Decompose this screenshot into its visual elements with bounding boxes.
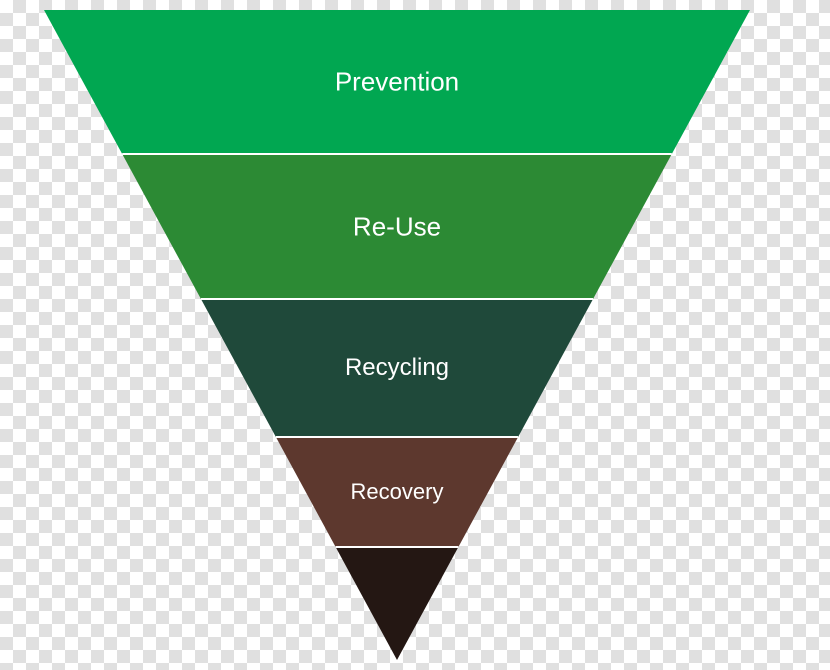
- funnel-layer-4: [336, 547, 459, 660]
- funnel-layer-label-1: Re-Use: [353, 211, 441, 242]
- waste-hierarchy-funnel: [0, 0, 830, 670]
- funnel-layer-label-2: Recycling: [345, 354, 449, 382]
- funnel-layer-label-3: Recovery: [351, 479, 444, 505]
- funnel-layer-label-0: Prevention: [335, 67, 459, 98]
